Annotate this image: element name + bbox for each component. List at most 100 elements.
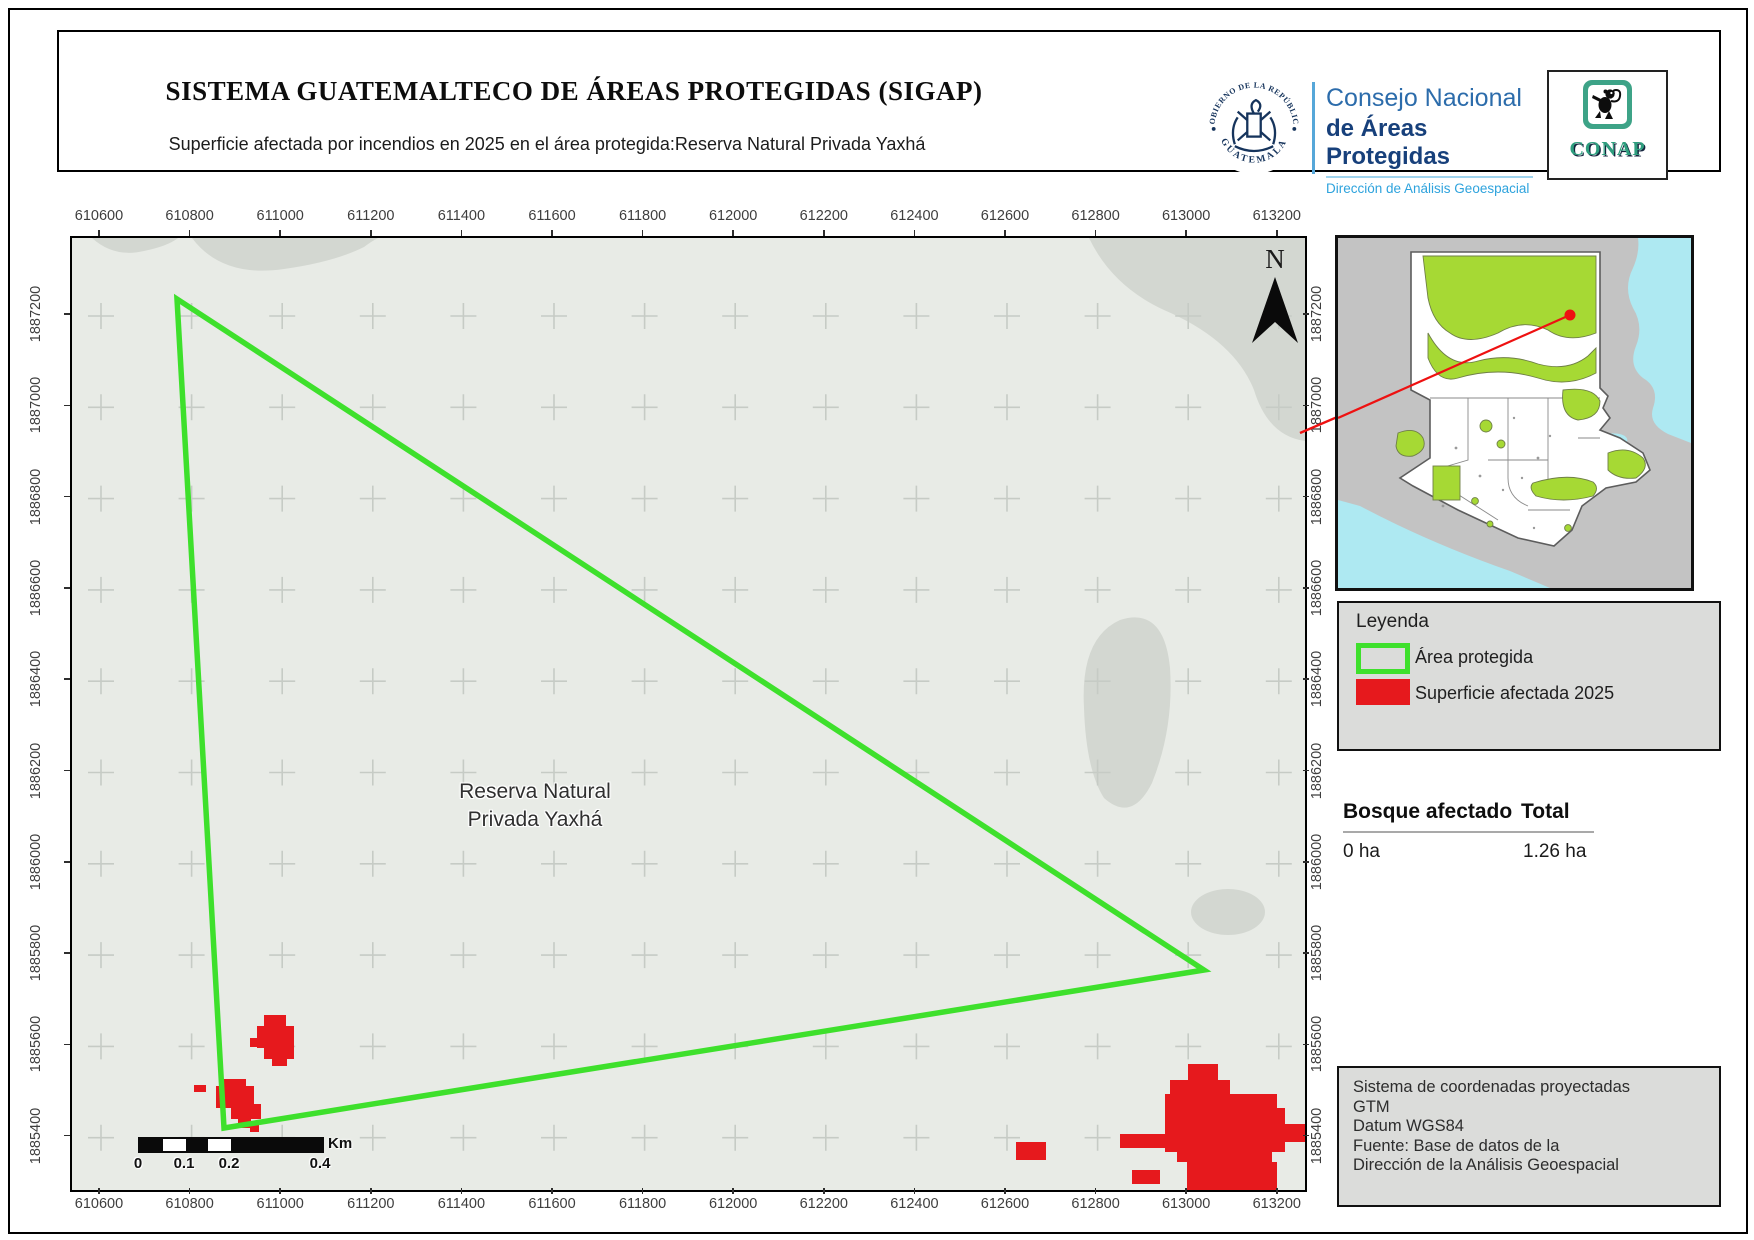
axis-tick [98,230,100,236]
axis-tick [64,1043,70,1046]
legend-title: Leyenda [1356,611,1429,632]
axis-tick [551,230,553,236]
axis-tick [913,230,916,236]
y-axis-label-right: 1886000 [1309,833,1325,891]
source-line: Sistema de coordenadas proyectadas [1353,1078,1631,1096]
x-axis-label-top: 611600 [528,208,576,224]
grid-crosses [88,303,1292,1151]
source-line: Datum WGS84 [1353,1117,1464,1135]
x-axis-label-bottom: 613200 [1252,1196,1301,1212]
leader-line [1338,313,1571,420]
x-axis-label-top: 612600 [980,208,1030,224]
inset-protected-areas [1395,255,1646,532]
axis-tick [551,1188,553,1194]
axis-tick [279,230,281,236]
protected-area-label: Reserva Natural Privada Yaxhá [459,780,611,831]
axis-tick [1303,404,1309,407]
y-axis-label-right: 1885600 [1309,1016,1325,1073]
axis-tick [1004,230,1006,236]
stats-value-left: 0 ha [1343,841,1380,862]
conap-logo: CONAP [1547,70,1668,180]
x-axis-label-top: 612000 [708,208,758,224]
axis-tick [1303,587,1309,589]
source-line: GTM [1353,1097,1390,1116]
scale-bar [138,1137,324,1153]
stats-header-left: Bosque afectado [1343,800,1513,823]
y-axis-label-left: 1886000 [28,833,44,891]
affected-area-polygons [194,1015,1305,1190]
axis-tick [188,1188,191,1194]
stats-header-right: Total [1521,800,1570,823]
north-letter: N [1265,244,1285,274]
y-axis-label-right: 1886400 [1309,650,1325,708]
main-map: Reserva Natural Privada Yaxhá N 0 0.1 0.… [70,236,1307,1192]
scale-tick-04: 0.4 [309,1155,331,1172]
axis-tick [64,587,70,589]
axis-tick [64,495,70,498]
x-axis-label-top: 610800 [165,208,214,224]
axis-tick [1303,313,1309,315]
y-axis-label-right: 1887200 [1309,285,1325,343]
x-axis-label-top: 612400 [890,208,939,224]
axis-tick [1276,230,1278,236]
axis-tick [460,230,463,236]
legend-swatch-protected-area [1356,643,1410,674]
seal-emblem [1231,98,1277,153]
axis-tick [1094,1188,1097,1194]
x-axis-label-top: 611400 [437,208,486,224]
x-axis-label-bottom: 613000 [1161,1196,1211,1212]
y-axis-label-left: 1885800 [28,924,44,982]
y-axis-label-left: 1886600 [28,559,44,617]
org-name-line2: de Áreas Protegidas [1326,115,1451,170]
source-line: Dirección de la Análisis Geoespacial [1353,1156,1619,1174]
page-border [8,8,1748,1234]
axis-tick [188,230,191,236]
axis-tick [64,313,70,315]
y-axis-label-right: 1885800 [1309,924,1325,982]
axis-tick [279,1188,281,1194]
north-arrow: N [1249,244,1301,352]
x-axis-label-bottom: 612400 [890,1196,939,1212]
y-axis-label-right: 1886200 [1309,742,1325,799]
legend-label-protected-area: Área protegida [1415,647,1534,667]
axis-tick [823,230,825,236]
org-rule [1326,176,1533,178]
y-axis-label-left: 1887000 [28,377,44,434]
axis-tick [64,404,70,407]
legend-label-affected-area: Superficie afectada 2025 [1415,683,1615,703]
axis-tick [1185,1188,1187,1194]
axis-tick [1303,495,1309,498]
stats-value-right: 1.26 ha [1523,841,1587,862]
x-axis-label-bottom: 611800 [618,1196,667,1212]
x-axis-label-bottom: 612800 [1071,1196,1120,1212]
axis-tick [1303,952,1309,954]
axis-tick [1185,230,1187,236]
axis-tick [1303,1043,1309,1046]
conap-wordmark: Consejo Nacional de Áreas Protegidas Dir… [1326,84,1536,196]
axis-tick [64,861,70,863]
protected-area-boundary [173,293,1212,1132]
x-axis-label-bottom: 610800 [165,1196,214,1212]
government-seal-icon: GOBIERNO DE LA REPÚBLICA GUATEMALA [1203,72,1302,175]
x-axis-label-top: 610600 [74,208,124,224]
axis-tick [1303,1134,1309,1137]
axis-tick [823,1188,825,1194]
axis-tick [641,230,644,236]
header: SISTEMA GUATEMALTECO DE ÁREAS PROTEGIDAS… [57,30,1721,196]
y-axis-label-right: 1886600 [1309,559,1325,617]
axis-tick [370,1188,372,1194]
x-axis-label-bottom: 611600 [528,1196,576,1212]
source-info-box: Sistema de coordenadas proyectadas GTM D… [1337,1066,1721,1207]
page-subtitle: Superficie afectada por incendios en 202… [168,134,926,154]
axis-tick [1303,769,1309,772]
axis-tick [64,678,70,680]
source-line: Fuente: Base de datos de la [1353,1136,1560,1155]
axis-tick [1276,1188,1278,1194]
inset-overview-map [1335,235,1694,591]
axis-tick [460,1188,463,1194]
y-axis-label-right: 1886800 [1309,468,1325,525]
legend: Leyenda Área protegida Superficie afecta… [1337,601,1721,751]
x-axis-label-bottom: 611200 [347,1196,395,1212]
scale-tick-02: 0.2 [218,1155,240,1172]
